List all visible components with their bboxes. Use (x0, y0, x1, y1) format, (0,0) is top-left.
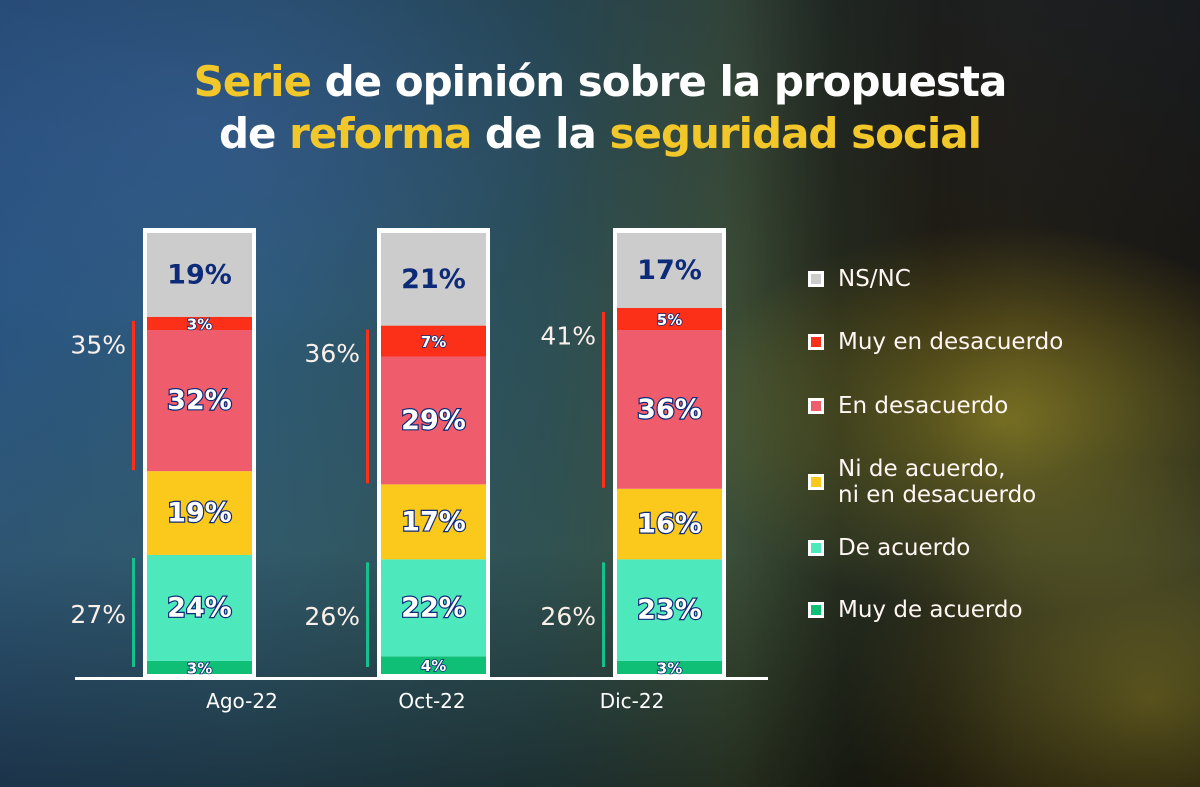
segment-value-label: 24% (167, 592, 232, 623)
legend-label-line: En desacuerdo (838, 393, 1009, 419)
legend-swatch-icon (808, 334, 824, 350)
segment-value-label: 19% (167, 498, 232, 529)
segment-value-label: 7% (421, 333, 446, 351)
legend-label-line: ni en desacuerdo (838, 482, 1037, 508)
segment-value-label: 17% (401, 506, 466, 537)
segment-value-label: 16% (637, 509, 702, 540)
agree-bracket-line (366, 562, 369, 667)
bar-segment-en-desacuerdo (147, 330, 252, 472)
legend-swatch-icon (808, 271, 824, 287)
legend-label-line: De acuerdo (838, 535, 971, 561)
bar-oct-22: 4% 22% 17% 29% 7% 21% (377, 228, 490, 679)
bar-segment-de-acuerdo (381, 559, 486, 657)
legend-label-line: NS/NC (838, 266, 911, 292)
bar-segment-ni-de-acuerdo-ni-en-desacuerdo (381, 484, 486, 560)
disagree-total-label: 35% (70, 330, 126, 359)
legend-swatch-icon (808, 540, 824, 556)
bar-segment-en-desacuerdo (617, 330, 722, 489)
legend-label-line: Ni de acuerdo, (838, 456, 1006, 482)
agree-total-label: 26% (304, 602, 360, 631)
legend-label: De acuerdo (838, 535, 970, 561)
bar-segment-muy-en-desacuerdo (147, 316, 252, 331)
legend-item: Muy de acuerdo (808, 597, 1023, 623)
bar-segment-de-acuerdo (147, 554, 252, 661)
group-totals-layer: 35% 27% 36% 26% 41% 26% (70, 311, 605, 667)
bar-segment-ni-de-acuerdo-ni-en-desacuerdo (147, 471, 252, 555)
bar-segment-en-desacuerdo (381, 356, 486, 485)
x-tick-label: Dic-22 (600, 689, 665, 713)
chart-title: Serie de opinión sobre la propuesta de r… (0, 56, 1200, 160)
legend-item: NS/NC (808, 266, 911, 292)
bar-ago-22: 3% 24% 19% 32% 3% 19% (143, 228, 256, 679)
legend-label: En desacuerdo (838, 393, 1008, 419)
agree-bracket-line (132, 557, 135, 667)
x-tick-label: Ago-22 (206, 689, 278, 713)
legend-swatch-icon (808, 474, 824, 490)
title-text-2a: de (218, 109, 290, 158)
x-tick-labels: Ago-22 Oct-22 Dic-22 (206, 689, 664, 713)
bar-segment-muy-de-acuerdo (617, 660, 722, 674)
title-word-serie: Serie (193, 57, 312, 106)
title-word-reforma: reforma (289, 109, 472, 158)
segment-value-label: 3% (187, 659, 212, 677)
disagree-total-label: 41% (540, 321, 596, 350)
legend-label-line: Muy de acuerdo (838, 597, 1023, 623)
agree-bracket-line (602, 562, 605, 667)
agree-total-label: 27% (70, 600, 126, 629)
legend-label: Muy de acuerdo (838, 597, 1023, 623)
legend-label-line: Muy en desacuerdo (838, 329, 1064, 355)
disagree-total-label: 36% (304, 339, 360, 368)
legend-label: Ni de acuerdo, ni en desacuerdo (838, 456, 1036, 508)
segment-value-label: 17% (637, 255, 702, 286)
bar-segment-de-acuerdo (617, 559, 722, 661)
agree-total-label: 26% (540, 602, 596, 631)
bar-segment-ns-nc (381, 233, 486, 326)
legend-item: De acuerdo (808, 535, 970, 561)
bar-segment-ns-nc (617, 233, 722, 308)
segment-value-label: 21% (401, 264, 466, 295)
segment-value-label: 29% (401, 405, 466, 436)
legend-swatch-icon (808, 602, 824, 618)
legend-label: Muy en desacuerdo (838, 329, 1063, 355)
legend-item: Ni de acuerdo, ni en desacuerdo (808, 456, 1036, 508)
disagree-bracket-line (132, 320, 135, 471)
disagree-bracket-line (602, 311, 605, 488)
segment-value-label: 32% (167, 385, 232, 416)
title-line-1: Serie de opinión sobre la propuesta (0, 56, 1200, 108)
bar-segment-muy-en-desacuerdo (381, 325, 486, 357)
bar-segment-muy-de-acuerdo (381, 656, 486, 674)
segment-value-label: 19% (167, 259, 232, 290)
segment-value-label: 23% (637, 595, 702, 626)
bar-segment-muy-en-desacuerdo (617, 307, 722, 331)
legend-swatch-icon (808, 398, 824, 414)
bar-segment-ni-de-acuerdo-ni-en-desacuerdo (617, 488, 722, 560)
segment-value-label: 4% (421, 657, 446, 675)
legend-item: En desacuerdo (808, 393, 1008, 419)
title-line-2: de reforma de la seguridad social (0, 108, 1200, 160)
title-text-1b: de opinión sobre la propuesta (310, 57, 1008, 106)
legend-label: NS/NC (838, 266, 911, 292)
segment-value-label: 36% (637, 394, 702, 425)
bar-dic-22: 3% 23% 16% 36% 5% 17% (613, 228, 726, 679)
legend-item: Muy en desacuerdo (808, 329, 1063, 355)
segment-value-label: 3% (187, 315, 212, 333)
segment-value-label: 3% (657, 659, 682, 677)
bar-segment-ns-nc (147, 233, 252, 317)
segment-value-label: 22% (401, 592, 466, 623)
x-tick-label: Oct-22 (398, 689, 465, 713)
disagree-bracket-line (366, 329, 369, 484)
title-word-seguridad-social: seguridad social (609, 109, 982, 158)
title-text-2c: de la (471, 109, 610, 158)
bar-segment-muy-de-acuerdo (147, 660, 252, 674)
segment-value-label: 5% (657, 311, 682, 329)
bars-layer: 3% 24% 19% 32% 3% 19% 4% 22% 17% 29% 7% 21% 3% 23% 16%… (143, 228, 726, 679)
